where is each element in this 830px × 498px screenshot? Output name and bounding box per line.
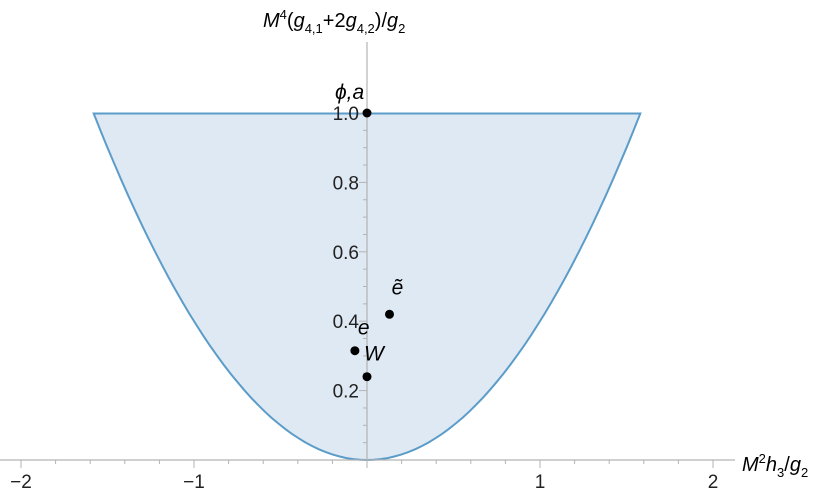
x-ticks: −2 −1 1 2	[10, 460, 718, 493]
data-point-label: ẽ	[392, 276, 404, 299]
data-point-label: W	[364, 343, 386, 366]
y-tick-label: 0.6	[333, 243, 359, 264]
x-tick-label: −2	[10, 472, 32, 493]
y-axis-label: M4(g4,1+2g4,2)/g2	[263, 7, 405, 36]
y-tick-label: 0.8	[333, 173, 359, 194]
data-point-label: e	[358, 317, 370, 340]
y-ticks: 0.2 0.4 0.6 0.8 1.0	[333, 104, 367, 444]
x-tick-label: 1	[535, 472, 546, 493]
y-tick-label: 0.4	[333, 312, 360, 333]
y-tick-label: 0.2	[333, 382, 359, 403]
data-point	[350, 346, 360, 356]
data-point	[362, 108, 372, 118]
x-tick-label: −1	[183, 472, 205, 493]
y-tick-label: 1.0	[333, 104, 359, 125]
data-points: ϕ,a ẽeW	[335, 81, 404, 382]
x-axis-label: M2h3/g2	[742, 451, 808, 480]
data-point	[362, 372, 372, 382]
data-point-label: ϕ,a	[335, 81, 364, 104]
x-tick-label: 2	[708, 472, 719, 493]
data-point	[384, 309, 394, 319]
